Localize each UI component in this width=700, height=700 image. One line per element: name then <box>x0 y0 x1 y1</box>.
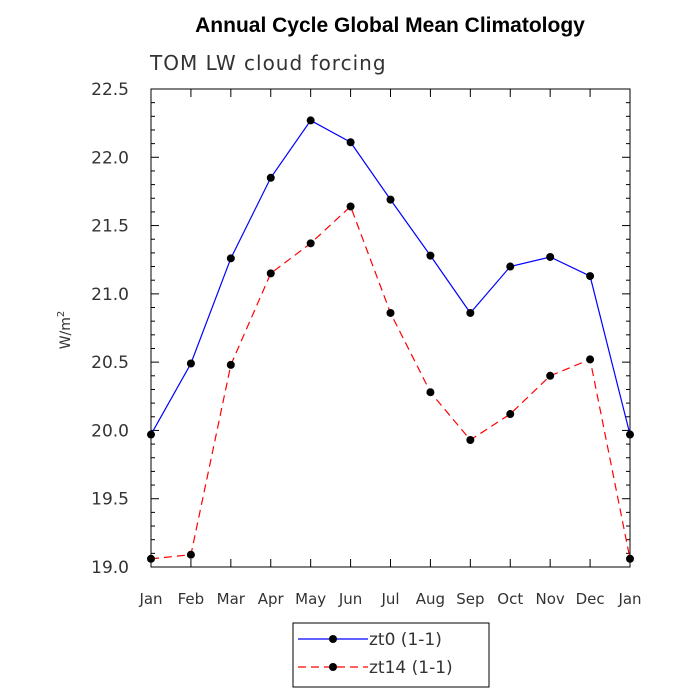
legend-label-1: zt14 (1-1) <box>369 658 453 678</box>
x-tick-label: Jan <box>617 590 641 608</box>
legend-marker-0 <box>329 635 337 643</box>
series-0-point <box>386 195 395 204</box>
y-tick-label: 22.0 <box>91 148 129 168</box>
legend-label-0: zt0 (1-1) <box>369 630 442 650</box>
series-1-point <box>186 550 195 559</box>
x-tick-label: Nov <box>536 590 565 608</box>
legend: zt0 (1-1) zt14 (1-1) <box>292 622 490 688</box>
series-group <box>147 116 634 563</box>
series-1-point <box>626 554 634 563</box>
chart-title: Annual Cycle Global Mean Climatology <box>195 14 585 37</box>
series-0-point <box>306 116 315 125</box>
series-1-point <box>586 355 595 364</box>
legend-box <box>292 622 490 688</box>
series-0-point <box>346 138 355 147</box>
series-1-point <box>386 308 395 317</box>
series-1-point <box>226 360 235 369</box>
y-tick-label: 22.5 <box>91 80 129 100</box>
series-0-point <box>626 430 634 439</box>
x-tick-label: Jul <box>380 590 399 608</box>
series-0-point <box>426 251 435 260</box>
y-tick-label: 21.5 <box>91 217 129 237</box>
plot-axes <box>150 88 631 568</box>
series-0-point <box>147 430 155 439</box>
series-1-point <box>147 554 155 563</box>
y-tick-label: 19.5 <box>91 490 129 510</box>
series-0-point <box>186 359 195 368</box>
x-tick-label: Aug <box>416 590 445 608</box>
chart-subtitle: TOM LW cloud forcing <box>149 51 387 75</box>
x-tick-label: Dec <box>576 590 605 608</box>
y-axis-label-base: W/m <box>58 317 74 349</box>
y-tick-label: 20.0 <box>91 421 129 441</box>
series-1-point <box>266 269 275 278</box>
y-tick-label: 21.0 <box>91 285 129 305</box>
series-1-point <box>426 388 435 397</box>
x-tick-label: Oct <box>497 590 523 608</box>
series-0-point <box>226 254 235 263</box>
series-1-point <box>506 410 515 419</box>
x-tick-label: May <box>295 590 326 608</box>
series-1-point <box>546 371 555 380</box>
x-tick-label: Mar <box>217 590 246 608</box>
x-axis-ticks: Jan Feb Mar Apr May Jun Jul Aug Sep Oct Nov Dec Jan <box>138 89 642 608</box>
series-0-point <box>586 272 595 281</box>
plot-frame <box>150 88 631 568</box>
series-0-point <box>506 262 515 271</box>
series-1-point <box>466 435 475 444</box>
x-tick-label: Feb <box>178 590 205 608</box>
x-tick-label: Jun <box>338 590 362 608</box>
x-tick-label: Apr <box>258 590 285 608</box>
y-axis-label-superscript: 2 <box>56 311 67 317</box>
series-line-0 <box>150 119 631 435</box>
y-axis-label: W/m2 <box>56 311 74 350</box>
series-0-point <box>266 173 275 182</box>
x-tick-label: Jan <box>138 590 162 608</box>
x-tick-label: Sep <box>456 590 484 608</box>
y-tick-label: 19.0 <box>91 558 129 578</box>
legend-marker-1 <box>329 663 337 671</box>
y-tick-label: 20.5 <box>91 353 129 373</box>
series-line-1 <box>150 205 631 560</box>
series-0-point <box>466 308 475 317</box>
y-axis-ticks: 19.0 19.5 20.0 20.5 21.0 21.5 22.0 22.5 <box>91 80 630 578</box>
series-1-point <box>346 202 355 211</box>
series-1-point <box>306 239 315 248</box>
series-0-point <box>546 252 555 261</box>
